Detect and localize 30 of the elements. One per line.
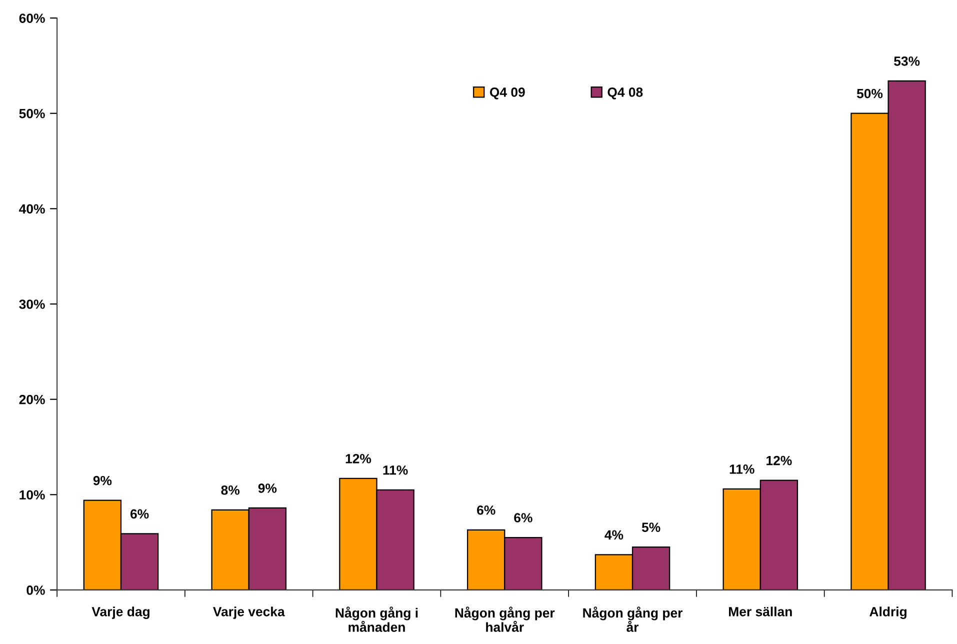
y-tick-label: 60% (19, 14, 45, 23)
data-label: 4% (604, 530, 624, 540)
legend-label: Q4 09 (490, 88, 525, 100)
x-tick-label: Någon gång i månaden (336, 606, 418, 632)
data-label: 6% (514, 513, 532, 522)
data-label: 9% (258, 484, 277, 493)
y-tick-label: 10% (20, 490, 45, 500)
x-tick-label: Varje dag (92, 606, 150, 619)
data-label: 11% (730, 464, 754, 474)
data-label: 53% (894, 56, 920, 66)
data-label: 6% (477, 505, 496, 515)
x-tick-label: Någon gång per halvår (455, 606, 555, 632)
x-tick-label: Varje vecka (213, 606, 285, 619)
y-tick-label: 40% (19, 204, 45, 214)
data-label: 8% (221, 485, 240, 495)
data-label: 9% (93, 476, 112, 486)
data-label: 5% (642, 522, 660, 532)
y-tick-label: 30% (19, 300, 45, 309)
y-tick-label: 0% (26, 586, 45, 595)
data-label: 12% (766, 456, 792, 466)
data-label: 11% (383, 465, 408, 475)
data-label: 50% (856, 88, 883, 98)
x-tick-label: Mer sällan (729, 606, 792, 616)
x-tick-label: Aldrig (870, 606, 906, 619)
data-label: 6% (130, 509, 149, 519)
legend-label: Q4 08 (608, 88, 643, 100)
data-label: 12% (346, 454, 372, 464)
y-tick-label: 20% (19, 394, 45, 404)
x-tick-label: Någon gång per år (583, 606, 683, 632)
y-tick-label: 50% (19, 108, 45, 118)
